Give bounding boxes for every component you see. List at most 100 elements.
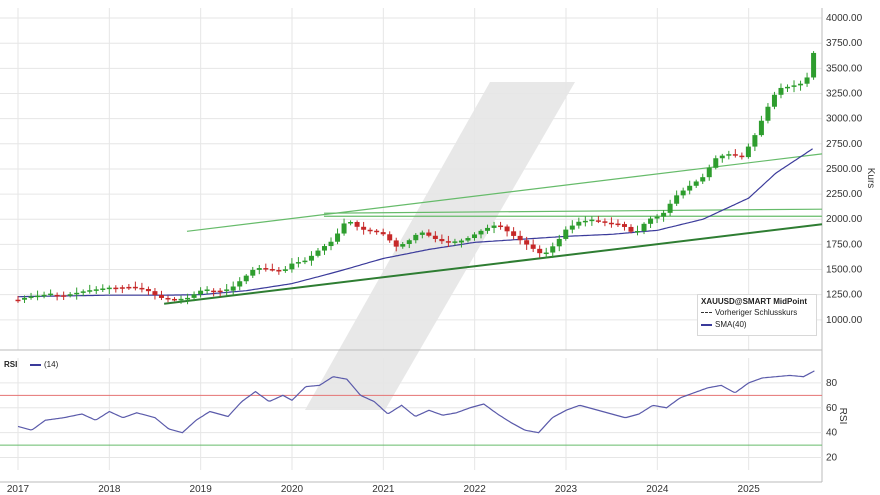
x-tick-label: 2021: [372, 484, 395, 495]
candle-body: [41, 294, 47, 297]
candle-body: [745, 146, 751, 158]
candle-body: [537, 248, 543, 254]
candle-body: [165, 297, 171, 300]
price-grid: [0, 8, 823, 482]
candle-body: [341, 223, 347, 234]
candle-body: [204, 289, 210, 291]
candle-body: [87, 290, 93, 292]
candle-body: [771, 94, 777, 107]
candle-body: [713, 158, 719, 168]
candle-body: [328, 241, 334, 247]
candle-body: [452, 241, 458, 243]
candle-body: [621, 224, 627, 227]
candle-body: [687, 185, 693, 191]
candle-body: [321, 246, 327, 251]
trendline: [323, 208, 823, 214]
x-tick-label: 2024: [646, 484, 669, 495]
candle-body: [752, 135, 758, 147]
price-tick-label: 2000.00: [826, 214, 863, 225]
watermark-logo: [305, 82, 575, 410]
candle-body: [35, 295, 41, 298]
candles: [15, 51, 817, 305]
candle-body: [739, 155, 745, 158]
candle-body: [335, 233, 341, 242]
candle-body: [413, 234, 419, 241]
rsi-axis-title: RSI: [837, 408, 848, 425]
legend-sma[interactable]: SMA(40): [701, 320, 747, 329]
candle-body: [308, 255, 314, 261]
candle-body: [80, 291, 86, 293]
dashed-line-icon: [701, 312, 712, 314]
candle-body: [276, 269, 282, 272]
legend-title: XAUUSD@SMART MidPoint: [701, 297, 808, 306]
rsi-title: RSI: [4, 360, 18, 369]
candle-body: [224, 289, 230, 291]
candle-body: [648, 218, 654, 224]
price-tick-label: 4000.00: [826, 13, 863, 24]
legend-prev-close[interactable]: Vorheriger Schlusskurs: [701, 308, 797, 317]
candle-body: [289, 263, 295, 270]
candle-body: [811, 52, 817, 78]
price-tick-label: 3250.00: [826, 89, 863, 100]
candle-body: [48, 293, 54, 296]
x-tick-label: 2022: [464, 484, 487, 495]
candle-body: [158, 294, 164, 298]
candle-body: [426, 232, 432, 236]
candle-body: [145, 288, 151, 292]
candle-body: [785, 86, 791, 89]
candle-body: [28, 296, 34, 298]
sma-path: [18, 148, 813, 298]
x-tick-label: 2020: [281, 484, 304, 495]
candle-body: [367, 229, 373, 232]
legend-prev-close-label: Vorheriger Schlusskurs: [715, 308, 798, 317]
price-axis-title: Kurs: [865, 168, 876, 189]
candle-body: [595, 220, 601, 222]
legend[interactable]: XAUUSD@SMART MidPoint Vorheriger Schluss…: [697, 294, 817, 336]
candle-body: [524, 240, 530, 245]
candle-body: [556, 238, 562, 247]
price-tick-label: 2750.00: [826, 139, 863, 150]
candle-body: [798, 83, 804, 86]
candle-body: [230, 286, 236, 291]
candle-body: [113, 287, 119, 290]
candle-body: [282, 269, 288, 271]
price-tick-label: 2500.00: [826, 164, 863, 175]
candle-body: [582, 220, 588, 223]
candle-body: [250, 269, 256, 276]
candle-body: [471, 234, 477, 239]
x-tick-label: 2025: [738, 484, 761, 495]
price-y-ticks: 1000.00 1250.00 1500.00 1750.00 2000.00 2250.…: [826, 13, 863, 326]
rsi-grid: [0, 358, 822, 483]
candle-body: [198, 290, 204, 295]
candle-body: [569, 225, 575, 230]
candle-body: [700, 177, 706, 182]
candle-body: [185, 297, 191, 300]
candle-body: [563, 229, 569, 239]
rsi-tick-label: 60: [826, 403, 838, 414]
candle-body: [295, 262, 301, 264]
candle-body: [719, 155, 725, 159]
rsi-period[interactable]: (14): [30, 360, 58, 369]
candle-body: [706, 167, 712, 178]
candle-body: [387, 234, 393, 241]
candle-body: [674, 195, 680, 204]
sma-line: [18, 148, 813, 298]
rsi-path: [17, 370, 815, 434]
candle-body: [550, 246, 556, 253]
candle-body: [15, 299, 21, 302]
candle-body: [93, 289, 99, 291]
candle-body: [380, 232, 386, 235]
candle-body: [132, 286, 138, 289]
candle-body: [641, 223, 647, 232]
x-tick-label: 2018: [98, 484, 121, 495]
price-tick-label: 3750.00: [826, 38, 863, 49]
price-tick-label: 3500.00: [826, 63, 863, 74]
x-tick-label: 2017: [7, 484, 30, 495]
candle-body: [478, 230, 484, 235]
candle-body: [732, 154, 738, 156]
candle-body: [635, 231, 641, 233]
rsi-period-label: (14): [44, 360, 59, 369]
candle-body: [172, 298, 178, 301]
candle-body: [139, 287, 145, 290]
candle-body: [576, 221, 582, 226]
